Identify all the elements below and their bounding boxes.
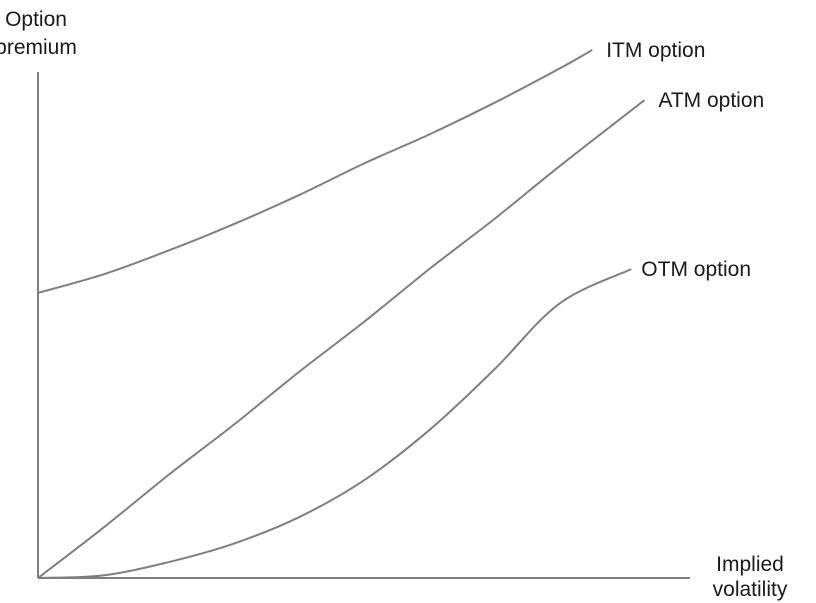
series-line-otm-option [37, 268, 632, 579]
y-axis-label-line-2: premium [0, 36, 77, 59]
series-line-itm-option [37, 49, 593, 294]
x-axis-label-line-2: volatility [713, 578, 788, 601]
x-axis-label-line-1: Implied [716, 553, 784, 576]
series-layer: ITM option ATM option OTM option [37, 39, 764, 579]
series-line-atm-option [37, 99, 646, 579]
series-label-atm-option: ATM option [658, 89, 764, 112]
y-axis-label-line-1: Option [5, 8, 67, 31]
series-label-itm-option: ITM option [606, 39, 705, 62]
series-label-otm-option: OTM option [641, 258, 751, 281]
